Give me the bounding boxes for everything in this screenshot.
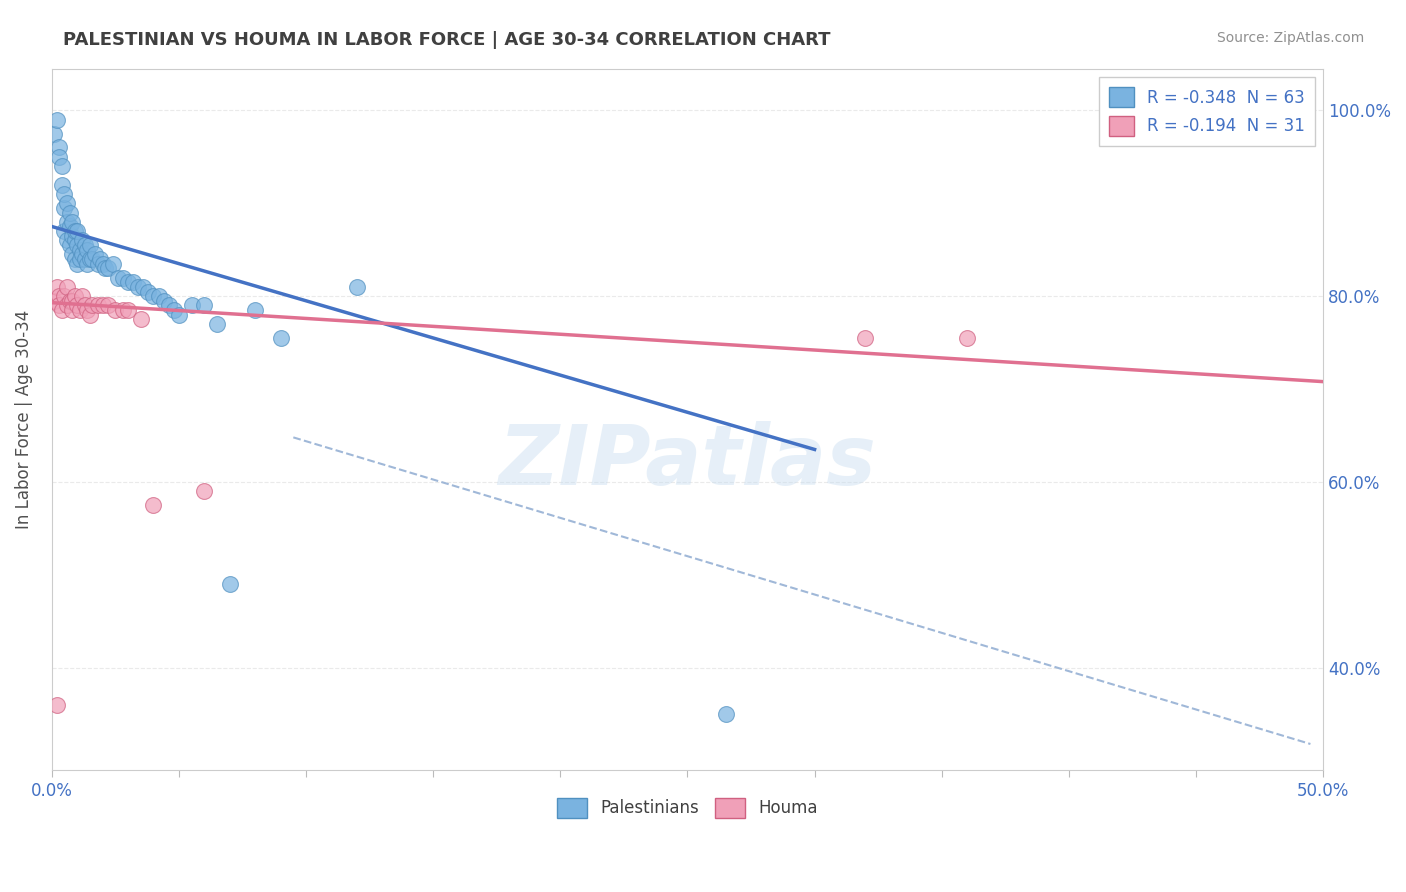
Point: [56, 298, 79, 312]
Point: [44, 127, 66, 141]
Point: [956, 331, 979, 345]
Point: [56, 215, 79, 229]
Point: [193, 484, 215, 499]
Point: [117, 303, 139, 318]
Point: [127, 280, 149, 294]
Text: PALESTINIAN VS HOUMA IN LABOR FORCE | AGE 30-34 CORRELATION CHART: PALESTINIAN VS HOUMA IN LABOR FORCE | AG…: [63, 31, 831, 49]
Point: [82, 298, 104, 312]
Point: [56, 280, 79, 294]
Point: [218, 577, 240, 591]
Point: [157, 298, 180, 312]
Point: [58, 238, 80, 252]
Point: [60, 228, 83, 243]
Point: [84, 247, 107, 261]
Point: [48, 140, 70, 154]
Point: [66, 298, 89, 312]
Point: [72, 247, 94, 261]
Point: [53, 201, 76, 215]
Point: [129, 312, 152, 326]
Point: [66, 224, 89, 238]
Point: [45, 698, 67, 712]
Point: [72, 234, 94, 248]
Point: [76, 257, 98, 271]
Point: [86, 298, 108, 312]
Point: [63, 224, 86, 238]
Point: [97, 298, 120, 312]
Point: [69, 303, 91, 318]
Point: [89, 252, 111, 266]
Point: [97, 261, 120, 276]
Y-axis label: In Labor Force | Age 30-34: In Labor Force | Age 30-34: [15, 310, 32, 529]
Point: [58, 205, 80, 219]
Text: Source: ZipAtlas.com: Source: ZipAtlas.com: [1216, 31, 1364, 45]
Point: [51, 303, 73, 318]
Point: [63, 289, 86, 303]
Point: [44, 293, 66, 308]
Point: [101, 257, 124, 271]
Point: [48, 298, 70, 312]
Point: [714, 707, 737, 722]
Point: [60, 247, 83, 261]
Point: [58, 293, 80, 308]
Point: [138, 285, 160, 299]
Point: [66, 257, 89, 271]
Point: [53, 224, 76, 238]
Point: [79, 238, 101, 252]
Point: [66, 238, 89, 252]
Point: [63, 252, 86, 266]
Point: [60, 215, 83, 229]
Point: [48, 150, 70, 164]
Point: [60, 293, 83, 308]
Point: [73, 252, 96, 266]
Point: [205, 317, 228, 331]
Point: [58, 219, 80, 234]
Point: [107, 270, 129, 285]
Point: [51, 178, 73, 192]
Point: [142, 289, 165, 303]
Point: [76, 303, 98, 318]
Point: [53, 289, 76, 303]
Point: [243, 303, 266, 318]
Point: [855, 331, 877, 345]
Point: [63, 234, 86, 248]
Point: [346, 280, 368, 294]
Point: [51, 159, 73, 173]
Point: [180, 298, 202, 312]
Point: [167, 308, 190, 322]
Legend: Palestinians, Houma: Palestinians, Houma: [550, 791, 825, 825]
Point: [270, 331, 292, 345]
Point: [152, 293, 174, 308]
Point: [79, 308, 101, 322]
Point: [72, 289, 94, 303]
Point: [111, 303, 134, 318]
Point: [94, 261, 117, 276]
Point: [132, 280, 155, 294]
Point: [111, 270, 134, 285]
Point: [69, 243, 91, 257]
Text: ZIPatlas: ZIPatlas: [499, 421, 876, 502]
Point: [73, 238, 96, 252]
Point: [91, 298, 114, 312]
Point: [91, 257, 114, 271]
Point: [163, 303, 186, 318]
Point: [48, 289, 70, 303]
Point: [45, 112, 67, 127]
Point: [56, 234, 79, 248]
Point: [73, 298, 96, 312]
Point: [56, 196, 79, 211]
Point: [86, 257, 108, 271]
Point: [82, 252, 104, 266]
Point: [104, 303, 127, 318]
Point: [45, 280, 67, 294]
Point: [122, 275, 145, 289]
Point: [69, 252, 91, 266]
Point: [142, 498, 165, 512]
Point: [76, 243, 98, 257]
Point: [60, 303, 83, 318]
Point: [53, 186, 76, 201]
Point: [117, 275, 139, 289]
Point: [193, 298, 215, 312]
Point: [79, 252, 101, 266]
Point: [148, 289, 170, 303]
